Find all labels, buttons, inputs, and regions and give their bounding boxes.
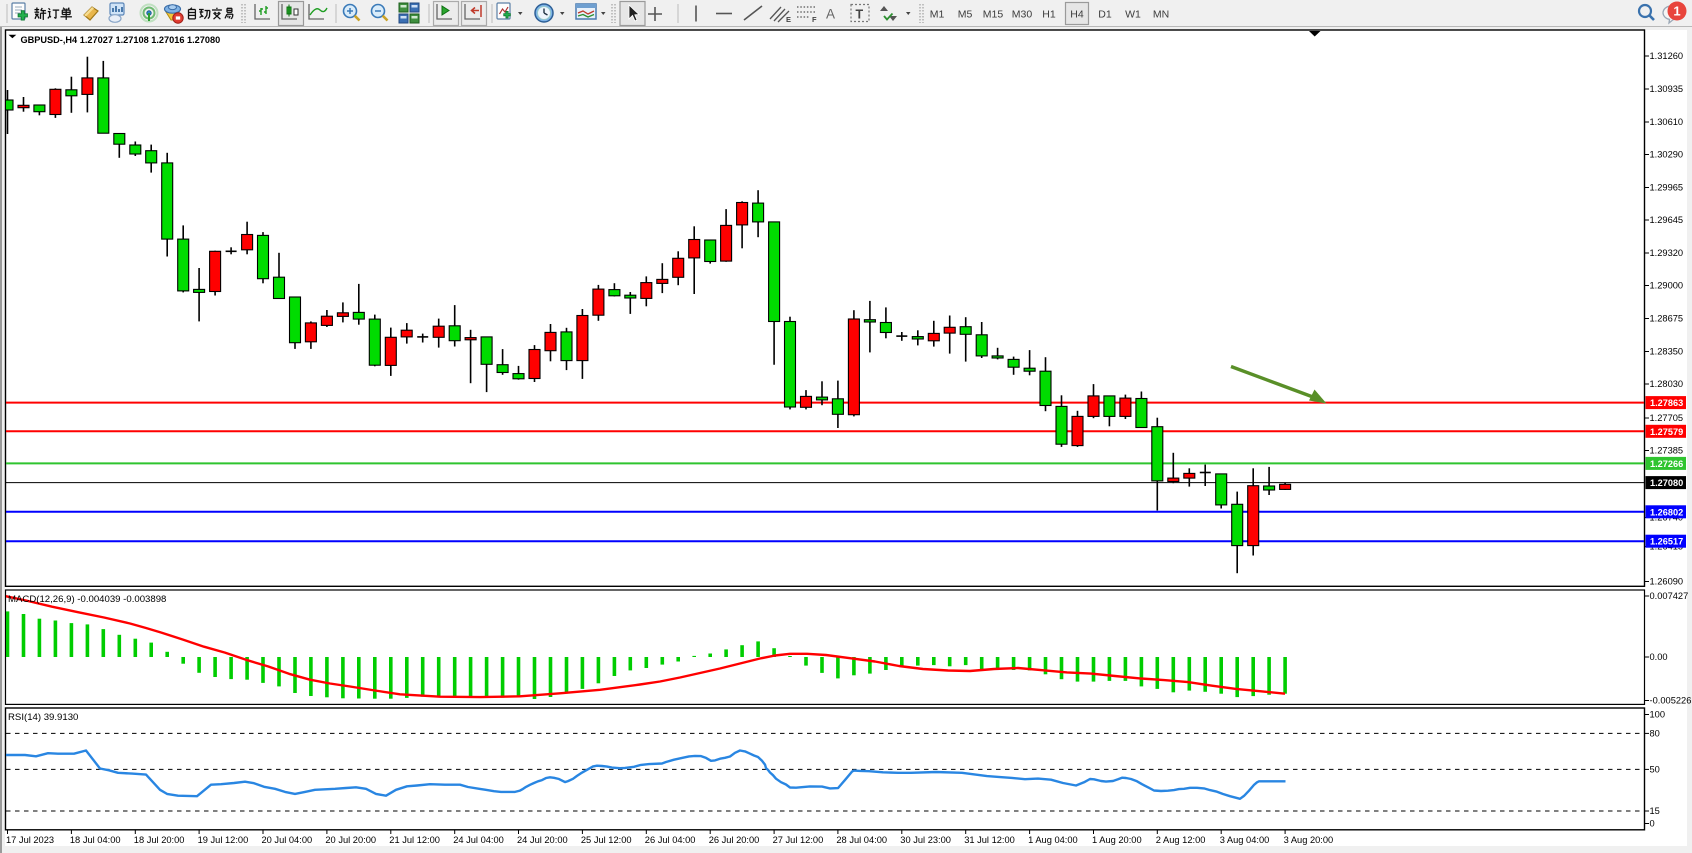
svg-text:0.00: 0.00 — [1650, 652, 1668, 662]
svg-text:21 Jul 12:00: 21 Jul 12:00 — [389, 835, 440, 845]
svg-text:1.27705: 1.27705 — [1650, 413, 1684, 423]
svg-text:18 Jul 20:00: 18 Jul 20:00 — [134, 835, 185, 845]
svg-text:1.27266: 1.27266 — [1650, 459, 1683, 469]
svg-text:1.26802: 1.26802 — [1650, 507, 1683, 517]
svg-text:MACD(12,26,9) -0.004039 -0.003: MACD(12,26,9) -0.004039 -0.003898 — [8, 594, 166, 605]
svg-text:GBPUSD-,H4 1.27027 1.27108 1.: GBPUSD-,H4 1.27027 1.27108 1.27016 1.270… — [21, 35, 221, 45]
svg-text:1.30935: 1.30935 — [1650, 84, 1684, 94]
svg-text:19 Jul 12:00: 19 Jul 12:00 — [198, 835, 249, 845]
svg-text:2 Aug 12:00: 2 Aug 12:00 — [1156, 835, 1206, 845]
svg-text:20 Jul 20:00: 20 Jul 20:00 — [325, 835, 376, 845]
svg-text:30 Jul 23:00: 30 Jul 23:00 — [900, 835, 951, 845]
svg-text:100: 100 — [1650, 710, 1666, 720]
svg-text:1.28030: 1.28030 — [1650, 379, 1684, 389]
svg-text:1.29320: 1.29320 — [1650, 248, 1684, 258]
svg-text:M30: M30 — [1012, 9, 1033, 21]
svg-text:MN: MN — [1153, 9, 1169, 21]
svg-text:24 Jul 04:00: 24 Jul 04:00 — [453, 835, 504, 845]
svg-text:28 Jul 04:00: 28 Jul 04:00 — [836, 835, 887, 845]
svg-text:25 Jul 12:00: 25 Jul 12:00 — [581, 835, 632, 845]
svg-text:1.27080: 1.27080 — [1650, 478, 1683, 488]
svg-text:27 Jul 12:00: 27 Jul 12:00 — [773, 835, 824, 845]
svg-text:D1: D1 — [1098, 9, 1112, 21]
svg-text:3 Aug 20:00: 3 Aug 20:00 — [1284, 835, 1334, 845]
svg-text:M1: M1 — [930, 9, 945, 21]
svg-text:E: E — [786, 15, 791, 24]
svg-text:0.007427: 0.007427 — [1650, 591, 1689, 601]
svg-text:17 Jul 2023: 17 Jul 2023 — [6, 835, 54, 845]
svg-text:1.30290: 1.30290 — [1650, 150, 1684, 160]
svg-text:1.29965: 1.29965 — [1650, 183, 1684, 193]
svg-text:M5: M5 — [958, 9, 973, 21]
svg-text:W1: W1 — [1125, 9, 1141, 21]
svg-text:20 Jul 04:00: 20 Jul 04:00 — [262, 835, 313, 845]
svg-text:1.31260: 1.31260 — [1650, 51, 1684, 61]
svg-text:T: T — [856, 8, 864, 22]
svg-text:1.26090: 1.26090 — [1650, 577, 1684, 587]
svg-text:3 Aug 04:00: 3 Aug 04:00 — [1220, 835, 1270, 845]
svg-text:-0.005226: -0.005226 — [1650, 696, 1692, 706]
svg-text:50: 50 — [1650, 765, 1660, 775]
svg-text:1.27385: 1.27385 — [1650, 446, 1684, 456]
svg-text:0: 0 — [1650, 819, 1655, 829]
svg-text:24 Jul 20:00: 24 Jul 20:00 — [517, 835, 568, 845]
svg-text:1.27579: 1.27579 — [1650, 427, 1683, 437]
svg-text:26 Jul 20:00: 26 Jul 20:00 — [709, 835, 760, 845]
svg-text:15: 15 — [1650, 806, 1660, 816]
svg-text:1.27863: 1.27863 — [1650, 398, 1683, 408]
svg-text:1 Aug 04:00: 1 Aug 04:00 — [1028, 835, 1078, 845]
svg-text:1: 1 — [1673, 4, 1680, 19]
svg-text:M15: M15 — [983, 9, 1004, 21]
svg-text:26 Jul 04:00: 26 Jul 04:00 — [645, 835, 696, 845]
svg-text:1.30610: 1.30610 — [1650, 117, 1684, 127]
svg-text:H4: H4 — [1070, 9, 1084, 21]
svg-text:1 Aug 20:00: 1 Aug 20:00 — [1092, 835, 1142, 845]
svg-text:31 Jul 12:00: 31 Jul 12:00 — [964, 835, 1015, 845]
svg-text:18 Jul 04:00: 18 Jul 04:00 — [70, 835, 121, 845]
svg-text:80: 80 — [1650, 729, 1660, 739]
svg-text:RSI(14) 39.9130: RSI(14) 39.9130 — [8, 712, 78, 723]
svg-text:F: F — [812, 15, 817, 24]
svg-text:A: A — [826, 7, 835, 22]
svg-text:1.28350: 1.28350 — [1650, 347, 1684, 357]
svg-text:H1: H1 — [1042, 9, 1056, 21]
svg-text:1.29000: 1.29000 — [1650, 281, 1684, 291]
svg-text:1.28675: 1.28675 — [1650, 314, 1684, 324]
svg-text:1.26517: 1.26517 — [1650, 537, 1683, 547]
svg-text:1.29645: 1.29645 — [1650, 215, 1684, 225]
